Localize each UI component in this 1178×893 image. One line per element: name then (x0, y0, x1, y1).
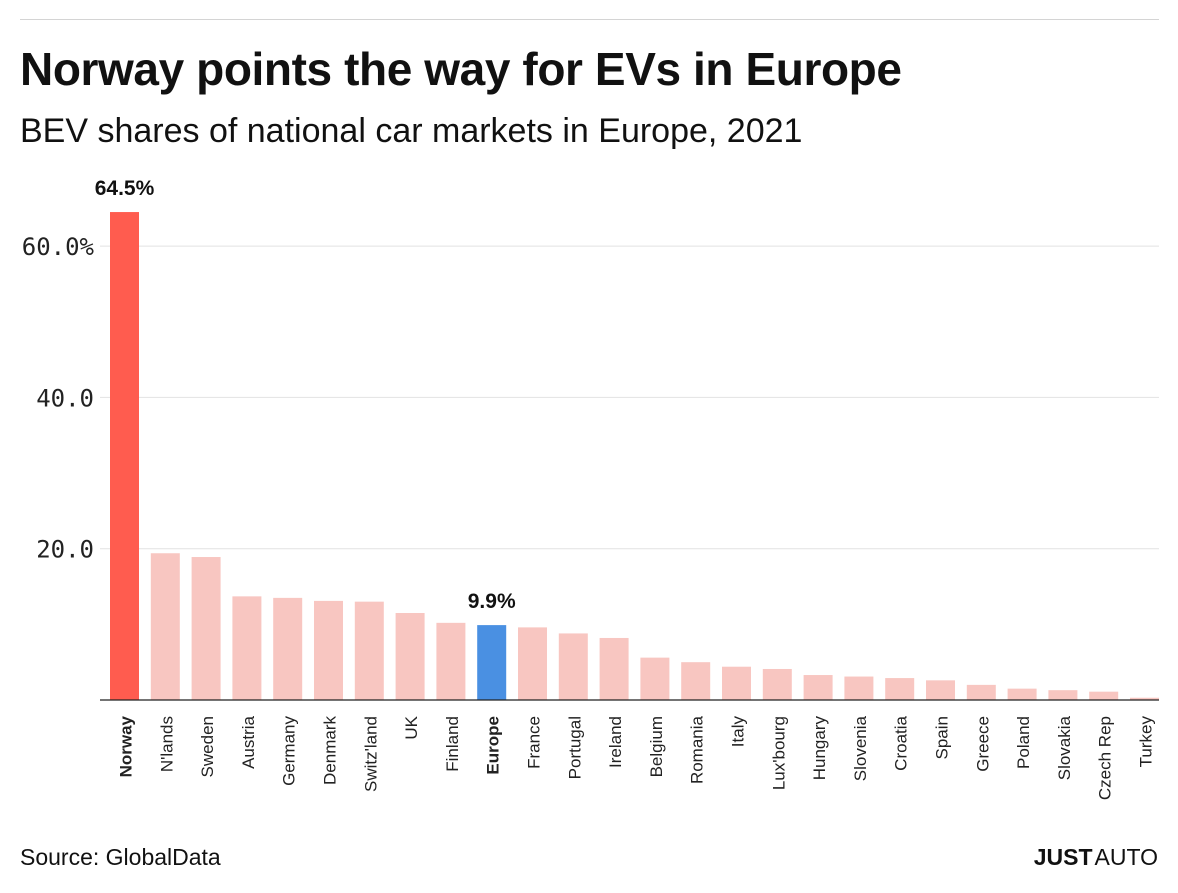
data-label: 64.5% (95, 177, 155, 200)
x-tick-label: France (525, 716, 544, 769)
x-tick-label: Europe (484, 716, 503, 775)
bar (477, 625, 507, 700)
y-tick-label: 40.0 (36, 384, 94, 412)
bar (803, 675, 833, 700)
x-tick-label: Romania (688, 715, 707, 784)
x-tick-label: Norway (117, 715, 136, 777)
bar (1089, 691, 1119, 700)
x-tick-label: Germany (280, 716, 299, 786)
bar (966, 684, 996, 700)
bar (314, 600, 343, 700)
data-label: 9.9% (468, 590, 516, 613)
x-tick-label: Slovenia (851, 715, 870, 781)
bar (762, 668, 792, 700)
chart-title: Norway points the way for EVs in Europe (20, 43, 902, 95)
bar (599, 637, 629, 700)
brand-bold-text: JUST (1033, 844, 1093, 870)
bar (1130, 697, 1159, 700)
bar (844, 676, 874, 700)
x-tick-label: Italy (729, 716, 748, 748)
bar (395, 613, 425, 700)
x-tick-label: Ireland (606, 716, 625, 768)
x-tick-label: Turkey (1137, 716, 1156, 768)
bar (191, 557, 221, 700)
x-tick-label: Austria (239, 715, 258, 768)
bar (436, 622, 466, 700)
brand-regular-text: AUTO (1094, 844, 1158, 870)
bar (1048, 690, 1078, 700)
x-tick-label: Denmark (321, 716, 340, 785)
x-tick-label: Slovakia (1055, 715, 1074, 780)
chart-subtitle: BEV shares of national car markets in Eu… (20, 112, 803, 150)
x-tick-label: Portugal (565, 716, 584, 779)
x-tick-label: Spain (933, 716, 952, 759)
brand-logo: JUSTAUTO (1034, 844, 1158, 871)
source-note: Source: GlobalData (20, 844, 221, 870)
bar (110, 212, 139, 700)
x-tick-label: Hungary (810, 716, 829, 781)
bar (926, 680, 955, 700)
bar (558, 633, 588, 700)
bar (354, 601, 384, 700)
x-tick-label: Switz'land (361, 716, 380, 792)
y-tick-label: 20.0 (36, 536, 94, 564)
x-tick-label: Lux'bourg (769, 716, 788, 790)
x-tick-label: UK (402, 715, 421, 739)
x-tick-label: Czech Rep (1096, 716, 1115, 800)
x-tick-label: Greece (973, 716, 992, 772)
x-tick-label: N'lands (157, 716, 176, 772)
bar (1007, 688, 1037, 700)
bar (150, 553, 180, 700)
y-tick-label: 60.0% (22, 233, 95, 261)
bar (722, 666, 751, 700)
bar (518, 627, 547, 700)
bar (681, 662, 711, 700)
x-tick-label: Croatia (892, 715, 911, 770)
bar (885, 678, 915, 700)
bar (232, 596, 262, 700)
x-tick-label: Belgium (647, 716, 666, 777)
bar (273, 597, 303, 700)
x-tick-label: Sweden (198, 716, 217, 777)
bar (640, 657, 670, 700)
top-rule (20, 19, 1159, 20)
x-tick-label: Poland (1014, 716, 1033, 769)
x-tick-label: Finland (443, 716, 462, 772)
